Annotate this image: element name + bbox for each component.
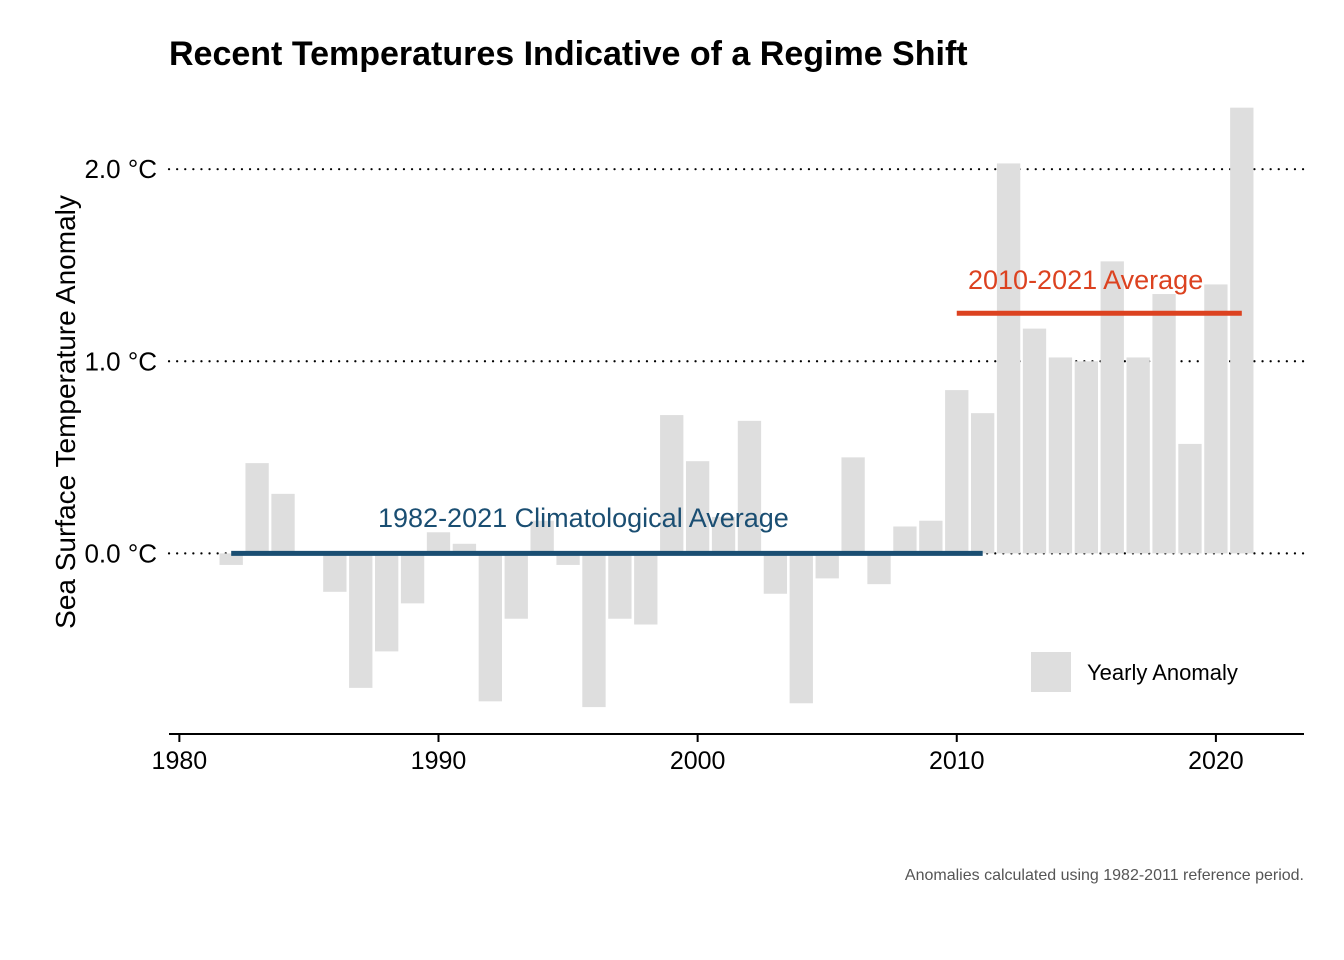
bar-1989 xyxy=(400,553,425,604)
y-tick-label: 2.0 °C xyxy=(84,154,157,184)
bar-2012 xyxy=(996,163,1021,554)
bar-1993 xyxy=(504,553,528,619)
axes: 0.0 °C 1.0 °C 2.0 °C 1980 1990 2000 2010 2020 xyxy=(84,154,1304,775)
bars xyxy=(219,107,1254,708)
bar-2006 xyxy=(841,457,865,554)
bar-2007 xyxy=(867,553,891,585)
x-tick-label: 2000 xyxy=(670,747,726,775)
bar-2009 xyxy=(919,520,943,554)
y-tick-label: 1.0 °C xyxy=(84,346,157,376)
bar-1995 xyxy=(556,553,580,565)
bar-2000 xyxy=(685,461,710,554)
reference-lines: 1982-2021 Climatological Average 2010-202… xyxy=(231,265,1242,556)
bar-1990 xyxy=(426,532,451,554)
bar-2010 xyxy=(945,390,969,554)
bar-1987 xyxy=(349,553,373,688)
climatology-label: 1982-2021 Climatological Average xyxy=(378,503,789,533)
bar-1986 xyxy=(323,553,347,592)
bar-2017 xyxy=(1126,357,1150,554)
bar-2021 xyxy=(1230,107,1254,554)
caption: Anomalies calculated using 1982-2011 ref… xyxy=(905,867,1304,884)
bar-2015 xyxy=(1074,361,1098,554)
bar-1997 xyxy=(608,553,632,619)
bar-1982 xyxy=(219,553,243,565)
bar-2016 xyxy=(1100,261,1124,554)
recent-average-label: 2010-2021 Average xyxy=(968,265,1203,295)
bar-2014 xyxy=(1048,357,1073,554)
x-tick-label: 2020 xyxy=(1188,747,1244,775)
bar-2005 xyxy=(815,553,839,579)
bar-1999 xyxy=(660,415,684,554)
bar-2020 xyxy=(1204,284,1228,554)
bar-1994 xyxy=(530,520,554,554)
bar-2011 xyxy=(971,413,995,554)
x-tick-label: 2010 xyxy=(929,747,985,775)
chart-title: Recent Temperatures Indicative of a Regi… xyxy=(169,35,968,73)
bar-1984 xyxy=(271,493,295,554)
legend: Yearly Anomaly xyxy=(1031,652,1238,692)
bar-2008 xyxy=(893,526,917,554)
bar-2013 xyxy=(1022,328,1047,554)
legend-label: Yearly Anomaly xyxy=(1087,660,1238,685)
y-axis-label: Sea Surface Temperature Anomaly xyxy=(50,195,81,629)
bar-1992 xyxy=(478,553,502,702)
legend-swatch xyxy=(1031,652,1071,692)
bar-1996 xyxy=(582,553,606,708)
bar-2018 xyxy=(1152,294,1176,554)
bar-1998 xyxy=(634,553,658,625)
bar-1983 xyxy=(245,463,269,554)
bar-2001 xyxy=(711,516,736,554)
bar-1991 xyxy=(452,543,477,554)
y-tick-label: 0.0 °C xyxy=(84,538,157,568)
bar-2004 xyxy=(789,553,813,704)
bar-1988 xyxy=(375,553,399,652)
x-tick-label: 1990 xyxy=(411,747,467,775)
bar-2002 xyxy=(737,420,762,554)
x-tick-label: 1980 xyxy=(152,747,208,775)
bar-2019 xyxy=(1178,443,1202,554)
bar-2003 xyxy=(763,553,788,594)
